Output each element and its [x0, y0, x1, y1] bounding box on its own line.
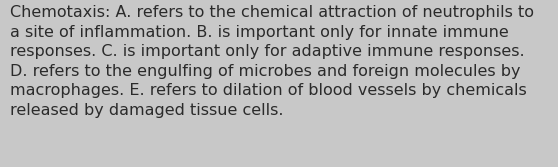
Text: Chemotaxis: A. refers to the chemical attraction of neutrophils to
a site of inf: Chemotaxis: A. refers to the chemical at… — [10, 5, 534, 118]
